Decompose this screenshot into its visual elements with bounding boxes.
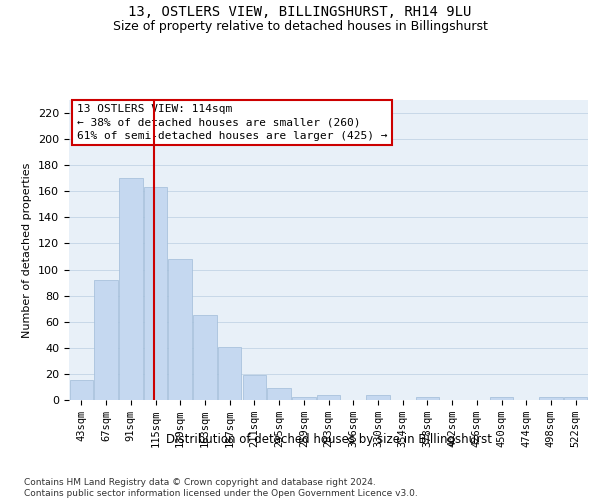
Bar <box>242 375 266 400</box>
Text: Size of property relative to detached houses in Billingshurst: Size of property relative to detached ho… <box>113 20 487 33</box>
Text: 13 OSTLERS VIEW: 114sqm
← 38% of detached houses are smaller (260)
61% of semi-d: 13 OSTLERS VIEW: 114sqm ← 38% of detache… <box>77 104 387 141</box>
Bar <box>218 346 241 400</box>
Bar <box>317 395 340 400</box>
Text: Contains HM Land Registry data © Crown copyright and database right 2024.
Contai: Contains HM Land Registry data © Crown c… <box>24 478 418 498</box>
Bar <box>169 259 192 400</box>
Bar <box>416 398 439 400</box>
Bar <box>268 388 291 400</box>
Bar <box>539 398 563 400</box>
Bar <box>490 398 513 400</box>
Text: 13, OSTLERS VIEW, BILLINGSHURST, RH14 9LU: 13, OSTLERS VIEW, BILLINGSHURST, RH14 9L… <box>128 5 472 19</box>
Bar <box>144 188 167 400</box>
Bar <box>564 398 587 400</box>
Bar <box>193 315 217 400</box>
Bar <box>366 395 389 400</box>
Y-axis label: Number of detached properties: Number of detached properties <box>22 162 32 338</box>
Bar <box>292 398 316 400</box>
Bar <box>70 380 93 400</box>
Text: Distribution of detached houses by size in Billingshurst: Distribution of detached houses by size … <box>166 432 492 446</box>
Bar <box>119 178 143 400</box>
Bar <box>94 280 118 400</box>
